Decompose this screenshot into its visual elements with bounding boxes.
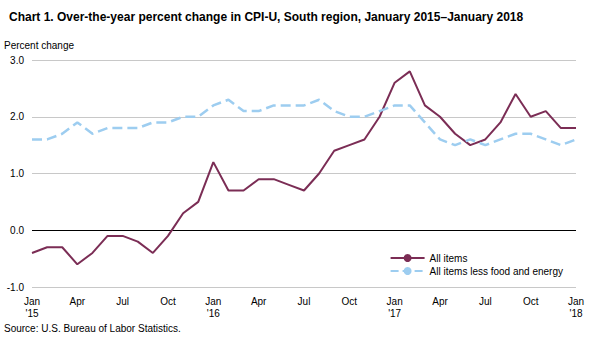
svg-text:'15: '15: [25, 308, 38, 319]
svg-text:2.0: 2.0: [10, 111, 24, 122]
svg-text:'18: '18: [569, 308, 582, 319]
svg-text:Apr: Apr: [70, 296, 86, 307]
svg-text:Jul: Jul: [116, 296, 129, 307]
svg-text:All items less food and energy: All items less food and energy: [430, 266, 563, 277]
svg-text:1.0: 1.0: [10, 168, 24, 179]
svg-text:Oct: Oct: [160, 296, 176, 307]
svg-text:Jul: Jul: [479, 296, 492, 307]
svg-text:Chart 1. Over-the-year percent: Chart 1. Over-the-year percent change in…: [9, 10, 524, 24]
svg-text:'16: '16: [207, 308, 220, 319]
svg-text:Oct: Oct: [523, 296, 539, 307]
svg-text:'17: '17: [388, 308, 401, 319]
svg-text:Apr: Apr: [251, 296, 267, 307]
svg-text:Percent change: Percent change: [4, 40, 74, 51]
svg-text:Jan: Jan: [387, 296, 403, 307]
svg-text:Jan: Jan: [205, 296, 221, 307]
svg-text:0.0: 0.0: [10, 225, 24, 236]
svg-text:Jan: Jan: [24, 296, 40, 307]
svg-text:3.0: 3.0: [10, 55, 24, 66]
svg-text:All items: All items: [430, 253, 468, 264]
svg-text:-1.0: -1.0: [7, 282, 25, 293]
svg-text:Jul: Jul: [298, 296, 311, 307]
svg-text:Oct: Oct: [342, 296, 358, 307]
svg-text:Apr: Apr: [432, 296, 448, 307]
svg-text:Source: U.S. Bureau of Labor S: Source: U.S. Bureau of Labor Statistics.: [4, 323, 181, 334]
svg-text:Jan: Jan: [568, 296, 584, 307]
